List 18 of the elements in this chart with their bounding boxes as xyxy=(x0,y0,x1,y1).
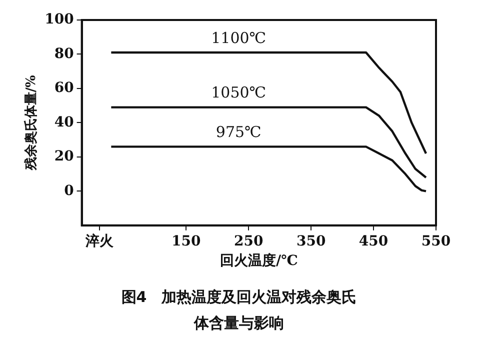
series-label: 975℃ xyxy=(216,123,262,142)
x-tick-label: 350 xyxy=(296,233,326,250)
series-label: 1050℃ xyxy=(211,84,266,102)
y-tick-label: 80 xyxy=(54,46,74,62)
x-tick-label: 450 xyxy=(358,233,388,250)
y-tick-label: 60 xyxy=(54,80,74,96)
y-tick-label: 20 xyxy=(54,148,74,165)
x-tick-label: 淬火 xyxy=(84,232,114,250)
y-axis-title: 残余奥氏体量/% xyxy=(23,74,40,172)
series-label: 1100℃ xyxy=(211,28,266,47)
x-tick-label: 250 xyxy=(234,233,264,250)
text: 图4 加热温度及回火温对残余奥氏体含量与影响 xyxy=(120,287,358,334)
y-tick-label: 100 xyxy=(44,12,74,28)
x-tick-label: 550 xyxy=(421,233,451,250)
x-tick-label: 150 xyxy=(172,233,202,250)
y-tick-label: 40 xyxy=(54,114,74,130)
y-tick-label: 0 xyxy=(64,182,74,199)
x-axis-title: 回火温度/℃ xyxy=(220,252,298,270)
